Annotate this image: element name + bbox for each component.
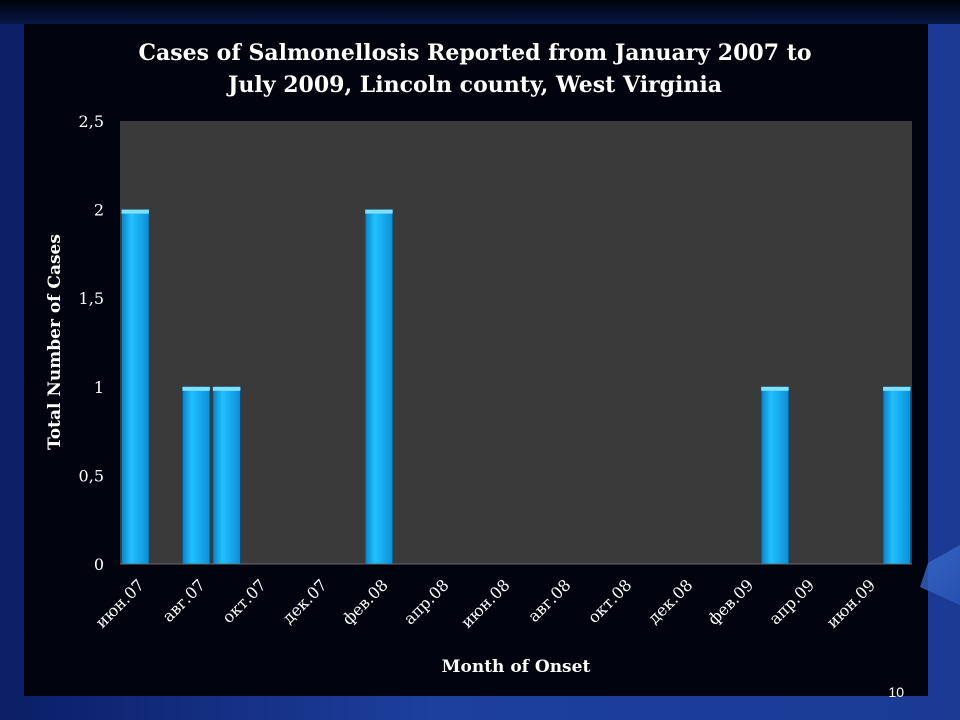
y-tick-label: 0 xyxy=(94,555,104,574)
bar xyxy=(121,209,150,565)
x-tick-label: июн.09 xyxy=(823,575,879,631)
bar-top-highlight xyxy=(212,386,241,391)
bar xyxy=(364,209,394,565)
x-tick-label: авг.08 xyxy=(524,575,574,625)
bar-top-highlight xyxy=(182,386,210,391)
bar-top-highlight xyxy=(883,386,911,391)
x-tick-label: фев.09 xyxy=(704,575,757,628)
y-tick-label: 1,5 xyxy=(79,289,104,308)
bar xyxy=(882,386,911,565)
x-tick-label: окт.08 xyxy=(584,575,636,627)
x-tick-label: фев.08 xyxy=(338,575,391,628)
x-axis-label: Month of Onset xyxy=(442,657,591,677)
bar-top-highlight xyxy=(365,209,393,214)
page-number: 10 xyxy=(888,684,904,700)
x-tick-label: июн.07 xyxy=(92,575,148,631)
y-axis-label: Total Number of Cases xyxy=(45,234,65,450)
bar-top-highlight xyxy=(761,386,789,391)
chart-title-line-2: July 2009, Lincoln county, West Virginia xyxy=(226,72,722,98)
bar-top-highlight xyxy=(121,209,149,214)
bar xyxy=(182,386,211,565)
x-tick-label: дек.08 xyxy=(644,575,696,627)
bar xyxy=(212,386,241,565)
y-tick-label: 0,5 xyxy=(79,466,104,485)
x-tick-label: окт.07 xyxy=(218,575,270,627)
x-tick-label: дек.07 xyxy=(279,575,331,627)
slide-top-band xyxy=(0,0,960,24)
x-tick-label: апр.09 xyxy=(765,575,818,628)
x-tick-label: авг.07 xyxy=(159,575,209,625)
y-tick-label: 2 xyxy=(94,201,104,220)
chart-title-line-1: Cases of Salmonellosis Reported from Jan… xyxy=(138,40,811,66)
bar xyxy=(760,386,790,565)
x-tick-label: апр.08 xyxy=(400,575,453,628)
x-tick-label: июн.08 xyxy=(457,575,513,631)
y-tick-label: 1 xyxy=(94,378,104,397)
y-tick-label: 2,5 xyxy=(79,112,104,131)
